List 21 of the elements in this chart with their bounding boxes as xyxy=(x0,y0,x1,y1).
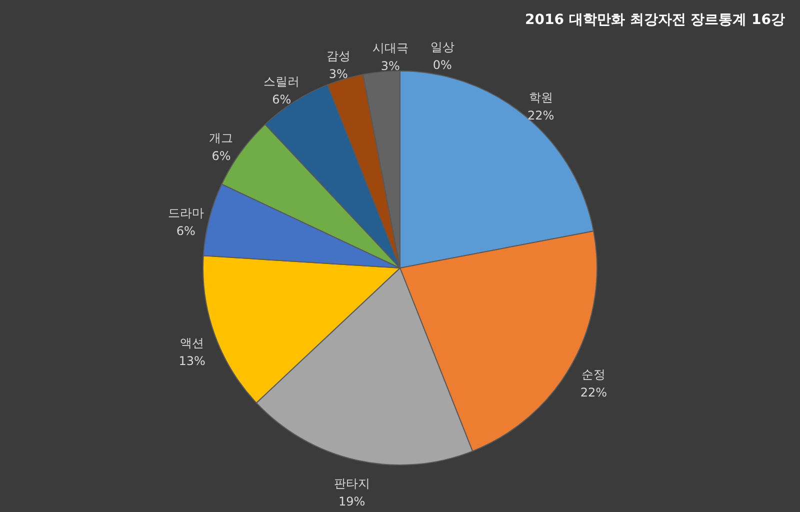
data-label: 13% xyxy=(178,354,206,368)
slice-label: 학원 xyxy=(528,90,553,105)
slice-label: 순정 xyxy=(582,367,606,382)
slice-label: 시대극 xyxy=(372,40,408,55)
data-label: 6% xyxy=(212,149,231,164)
data-label: 6% xyxy=(176,224,196,238)
category-label: 일상 xyxy=(430,40,454,54)
slice-label: 드라마 xyxy=(168,206,204,220)
data-label: 22% xyxy=(580,385,607,400)
slice-label: 개그 xyxy=(209,131,234,146)
text: 0% xyxy=(432,58,452,72)
data-label: 6% xyxy=(272,92,292,106)
data-label: 3% xyxy=(380,58,400,73)
data-label: 19% xyxy=(338,494,366,509)
text: 2016 대학만화 최강자전 장르통계 16강 xyxy=(525,12,785,28)
data-label: 22% xyxy=(528,108,554,123)
data-label: 3% xyxy=(328,66,348,81)
slice-label: 감성 xyxy=(326,48,350,63)
slice-label: 액션 xyxy=(180,336,204,350)
slice-label: 판타지 xyxy=(334,476,370,491)
slice-label: 스릴러 xyxy=(264,74,300,88)
